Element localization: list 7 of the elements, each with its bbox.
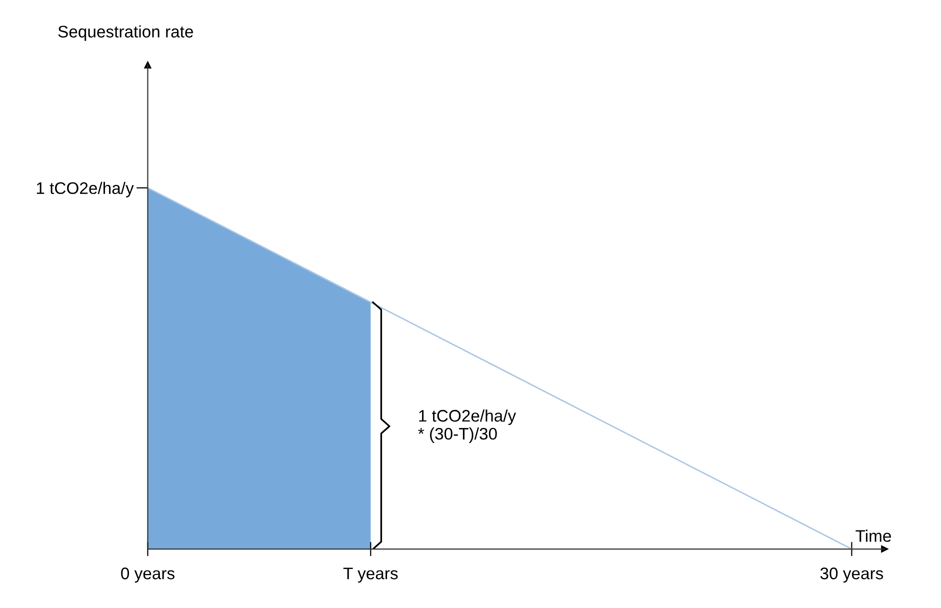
x-tick-label: 0 years	[121, 568, 174, 583]
y-axis-title: Sequestration rate	[58, 25, 193, 41]
x-tick-label: 30 years	[820, 568, 884, 583]
annotation: 1 tCO2e/ha/y * (30-T)/30	[418, 409, 516, 443]
x-tick-label: T years	[343, 568, 398, 583]
y-tick-label: 1 tCO2e/ha/y	[36, 182, 134, 198]
x-axis-title: Time	[856, 530, 891, 542]
